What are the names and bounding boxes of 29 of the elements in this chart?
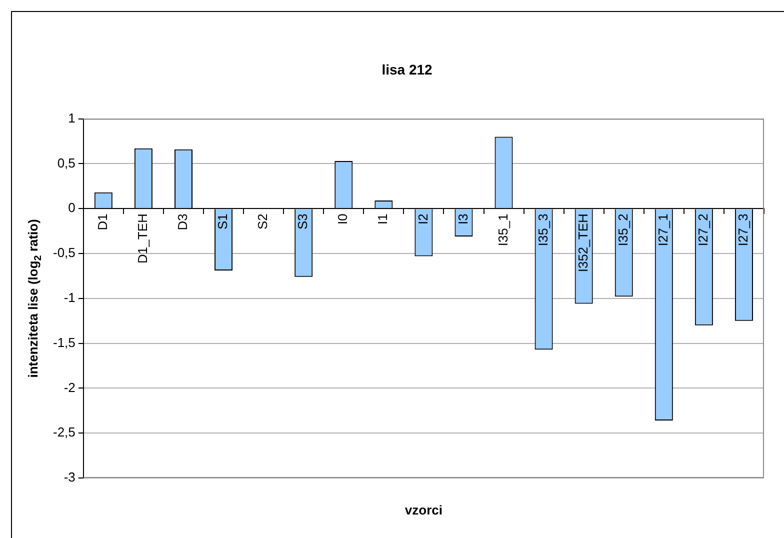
y-tick-label: 1 xyxy=(68,110,76,126)
chart-title: lisa 212 xyxy=(382,61,433,78)
x-tick-label: I0 xyxy=(335,214,350,224)
x-tick-label: I27_3 xyxy=(736,214,751,246)
y-tick-label: -0,5 xyxy=(52,245,76,260)
y-tick-label: 0,5 xyxy=(57,155,76,170)
x-tick-label: I27_1 xyxy=(655,214,670,246)
x-tick-label: D1_TEH xyxy=(135,214,150,264)
x-tick-label: I27_2 xyxy=(696,214,711,246)
y-axis-title: intenziteta lise (log2 ratio) xyxy=(26,219,44,378)
x-tick-label: I3 xyxy=(455,214,470,224)
x-tick-label: S3 xyxy=(295,214,310,230)
x-axis-title: vzorci xyxy=(404,502,442,518)
x-tick-label: I35_1 xyxy=(495,214,510,246)
x-tick-label: I2 xyxy=(415,214,430,224)
x-tick-label: D3 xyxy=(175,214,190,230)
y-tick-label: -2 xyxy=(64,380,76,395)
x-tick-label: I1 xyxy=(375,214,390,224)
x-tick-label: D1 xyxy=(94,214,110,230)
y-tick-label: -3 xyxy=(64,470,76,485)
y-tick-label: -2,5 xyxy=(52,424,76,440)
x-tick-label: I352_TEH xyxy=(575,214,590,272)
x-tick-label: S1 xyxy=(215,214,230,230)
y-tick-label: -1 xyxy=(64,290,76,305)
x-tick-label: I35_2 xyxy=(615,214,630,246)
y-tick-label: -1,5 xyxy=(52,334,76,350)
y-tick-label: 0 xyxy=(68,200,76,216)
x-tick-label: I35_3 xyxy=(535,214,550,246)
x-tick-label: S2 xyxy=(255,214,270,230)
